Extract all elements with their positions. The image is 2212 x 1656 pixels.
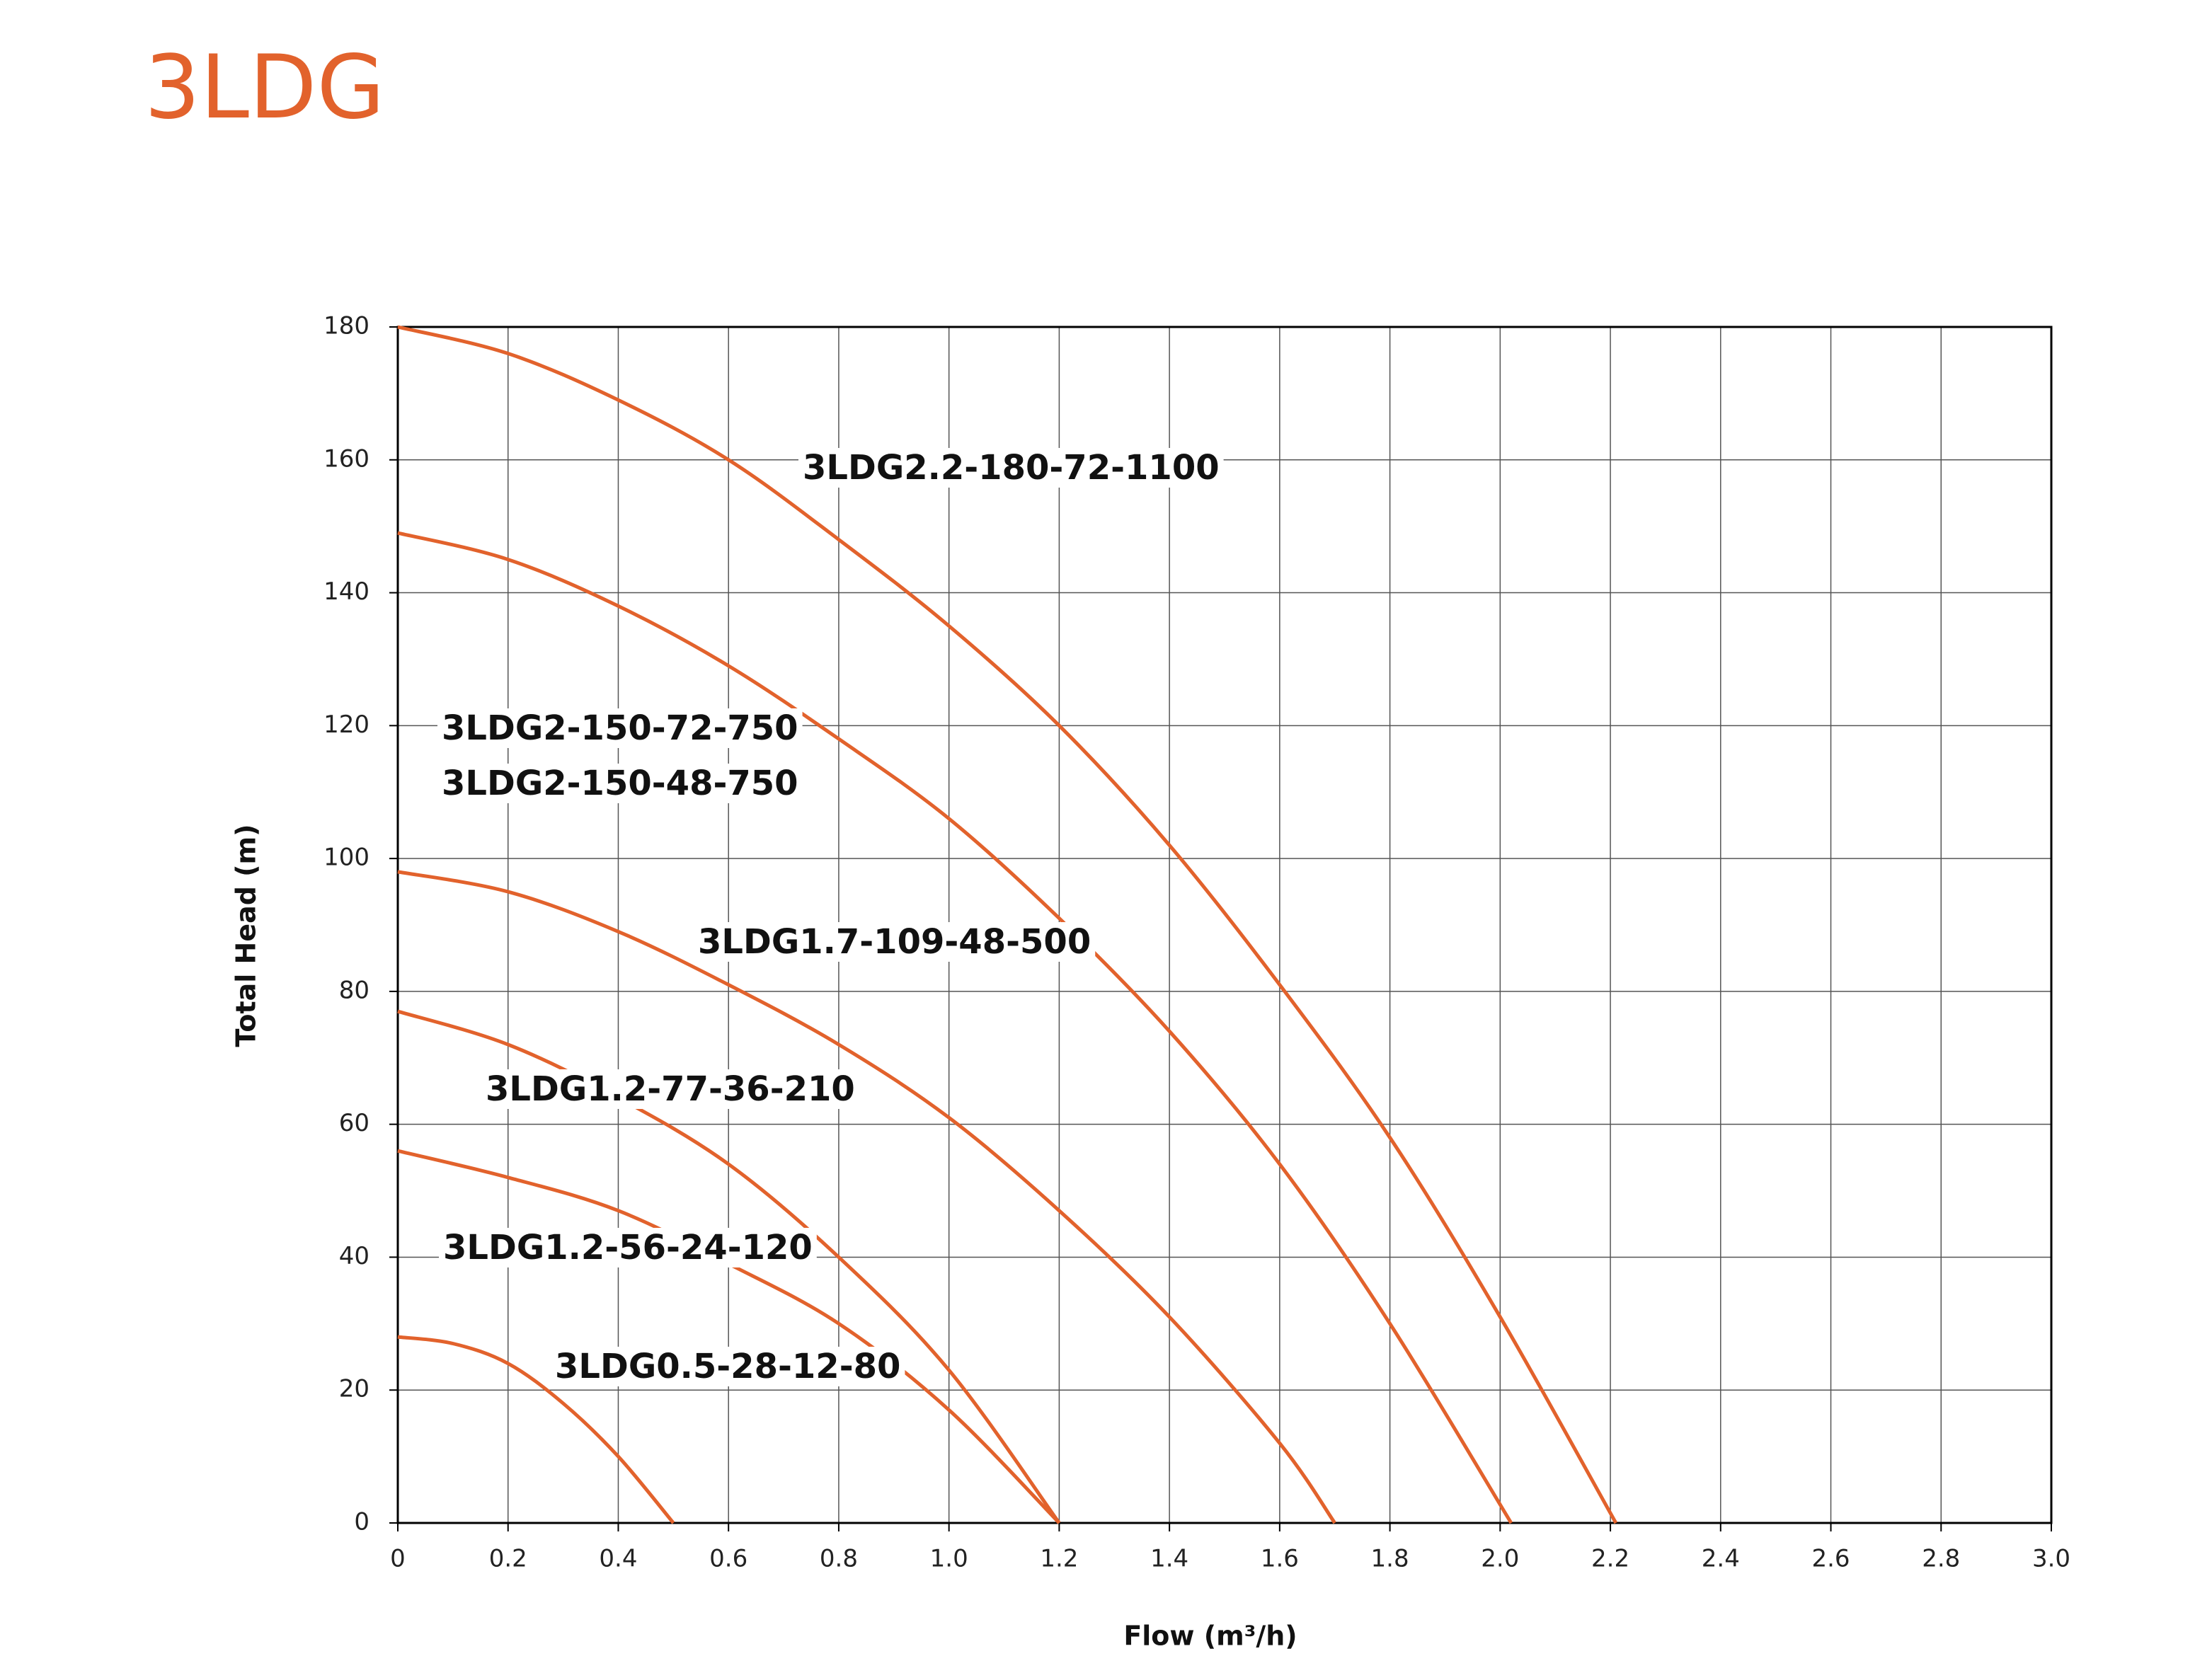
label-background	[551, 1347, 905, 1386]
x-tick-label: 0.8	[820, 1545, 858, 1573]
x-tick-label: 0.4	[599, 1545, 637, 1573]
x-tick-label: 2.8	[1922, 1545, 1960, 1573]
curve-label: 3LDG2-150-72-750	[442, 708, 798, 748]
x-tick-label: 2.6	[1811, 1545, 1850, 1573]
y-tick-label: 80	[339, 976, 369, 1004]
y-tick-label: 20	[339, 1375, 369, 1403]
y-tick-label: 0	[354, 1508, 369, 1536]
label-background	[798, 448, 1224, 488]
curve-label: 3LDG1.7-109-48-500	[698, 922, 1091, 962]
x-axis-title: Flow (m³/h)	[1123, 1621, 1297, 1652]
y-tick-label: 180	[323, 312, 369, 340]
curve	[397, 1009, 1061, 1524]
y-tick-label: 140	[323, 577, 369, 606]
label-background	[437, 708, 803, 748]
curve	[397, 531, 1513, 1524]
x-tick-label: 0.2	[489, 1545, 527, 1573]
curve-label: 3LDG2-150-48-750	[442, 764, 798, 803]
x-tick-label: 1.0	[930, 1545, 968, 1573]
x-tick-label: 1.4	[1150, 1545, 1188, 1573]
y-tick-label: 120	[323, 711, 369, 739]
y-tick-label: 40	[339, 1242, 369, 1270]
y-tick-label: 60	[339, 1109, 369, 1137]
curve	[397, 1335, 675, 1524]
x-tick-label: 2.0	[1481, 1545, 1519, 1573]
x-tick-label: 0.6	[709, 1545, 747, 1573]
chart-title: 3LDG	[144, 37, 385, 139]
label-background	[694, 922, 1096, 962]
curve	[397, 1149, 1061, 1524]
label-background	[439, 1228, 817, 1267]
x-tick-label: 2.2	[1591, 1545, 1629, 1573]
y-tick-label: 160	[323, 444, 369, 473]
x-tick-label: 1.6	[1261, 1545, 1299, 1573]
y-tick-label: 100	[323, 844, 369, 872]
x-tick-label: 3.0	[2032, 1545, 2070, 1573]
plot-frame	[396, 326, 2053, 1524]
grid	[397, 326, 2052, 1524]
label-background	[481, 1069, 859, 1109]
curve-label: 3LDG1.2-56-24-120	[443, 1228, 813, 1267]
x-tick-label: 1.2	[1040, 1545, 1078, 1573]
curve-label: 3LDG1.2-77-36-210	[486, 1069, 855, 1109]
curve	[397, 870, 1336, 1524]
curve	[397, 325, 1618, 1524]
x-tick-label: 2.4	[1702, 1545, 1740, 1573]
curve-label: 3LDG2.2-180-72-1100	[803, 448, 1220, 488]
curve-label: 3LDG0.5-28-12-80	[555, 1347, 900, 1386]
x-tick-label: 0	[390, 1545, 406, 1573]
x-tick-label: 1.8	[1371, 1545, 1409, 1573]
label-background	[437, 764, 803, 803]
y-axis-title: Total Head (m)	[231, 824, 262, 1047]
